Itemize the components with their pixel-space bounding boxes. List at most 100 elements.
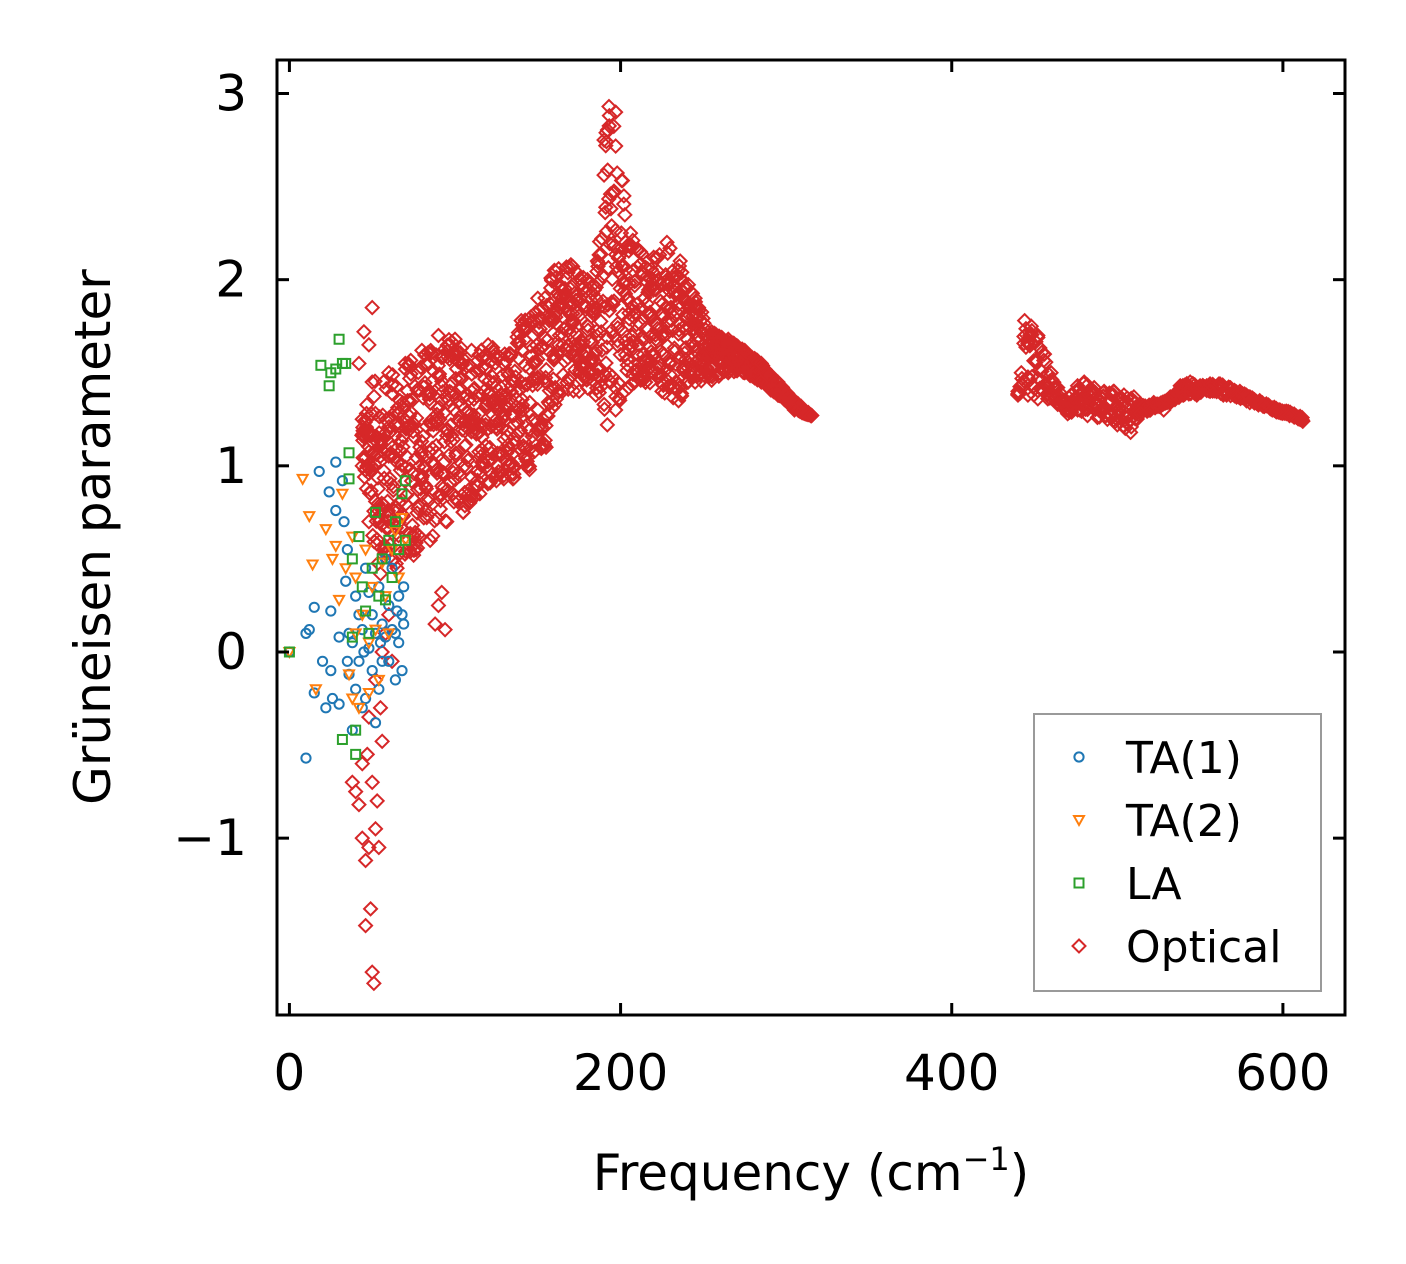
optical-point — [465, 391, 482, 408]
optical-point — [387, 448, 403, 465]
la-point — [366, 562, 378, 574]
optical-point — [1031, 340, 1048, 356]
ta-2--point — [372, 674, 386, 687]
optical-point — [431, 411, 448, 428]
optical-point — [606, 238, 622, 255]
la-point — [379, 594, 391, 606]
la-point — [363, 627, 375, 639]
optical-point — [1241, 389, 1258, 405]
ta-1--point — [396, 665, 408, 677]
optical-point — [1255, 398, 1271, 415]
ta-1--point — [316, 655, 329, 667]
optical-point — [405, 415, 422, 432]
optical-point — [646, 277, 663, 294]
ta-1--point — [358, 646, 370, 658]
x-axis-label: Frequency (cm−1) — [593, 1140, 1030, 1202]
optical-point — [420, 493, 437, 510]
ta-1--point — [369, 627, 382, 639]
optical-point — [488, 472, 505, 489]
optical-point — [538, 417, 554, 434]
optical-point — [786, 402, 803, 418]
optical-point — [670, 392, 687, 409]
optical-point — [413, 342, 430, 359]
optical-point — [677, 339, 694, 356]
la-point — [315, 359, 327, 371]
optical-point — [364, 426, 381, 443]
optical-point — [617, 285, 634, 302]
optical-point — [628, 316, 645, 333]
optical-point — [421, 385, 438, 402]
optical-point — [565, 382, 582, 399]
optical-point — [374, 733, 391, 750]
optical-point — [363, 405, 380, 422]
optical-point — [1086, 379, 1103, 396]
ta-1--point — [325, 605, 337, 617]
optical-point — [627, 272, 644, 289]
optical-point — [579, 271, 596, 288]
optical-point — [1228, 389, 1245, 405]
optical-point — [684, 285, 701, 302]
optical-point — [428, 444, 444, 461]
optical-point — [358, 480, 375, 497]
optical-point — [736, 342, 753, 359]
optical-point — [605, 185, 622, 202]
optical-point — [594, 342, 610, 359]
optical-point — [1019, 387, 1036, 404]
optical-point — [534, 419, 551, 436]
optical-point — [467, 488, 483, 505]
ta-1--point — [374, 637, 387, 649]
data-series-layer — [282, 98, 1311, 992]
optical-point — [1109, 416, 1126, 433]
y-tick-label: 3 — [215, 65, 247, 123]
optical-point — [388, 378, 405, 395]
optical-point — [354, 457, 371, 474]
ta-2--point — [348, 628, 363, 641]
optical-point — [1215, 387, 1232, 404]
optical-point — [412, 359, 429, 376]
optical-point — [398, 448, 415, 464]
optical-point — [384, 366, 401, 383]
optical-point — [769, 387, 786, 404]
optical-point — [509, 415, 526, 431]
optical-point — [1271, 402, 1288, 418]
optical-point — [753, 355, 770, 372]
optical-point — [367, 820, 384, 837]
optical-point — [369, 793, 386, 809]
optical-point — [1089, 409, 1106, 426]
optical-point — [357, 917, 374, 934]
optical-point — [401, 417, 418, 434]
optical-point — [359, 746, 376, 763]
optical-point — [593, 246, 609, 263]
optical-point — [607, 104, 624, 121]
optical-point — [613, 321, 630, 338]
optical-point — [503, 372, 520, 389]
ta-2--point — [309, 684, 323, 697]
x-tick-label: 200 — [573, 1044, 668, 1102]
ta-1--point — [330, 504, 342, 517]
optical-point — [1043, 364, 1060, 381]
optical-point — [588, 279, 605, 296]
optical-point — [608, 258, 625, 275]
optical-point — [470, 406, 487, 422]
legend: TA(1) TA(2) LA Optical — [1033, 713, 1322, 992]
la-point — [323, 380, 335, 392]
y-tick-label: 0 — [215, 623, 247, 681]
optical-point — [529, 351, 546, 368]
legend-label: LA — [1126, 859, 1182, 910]
ta-2--point — [332, 594, 346, 607]
optical-point — [374, 644, 391, 660]
optical-point — [1281, 407, 1298, 424]
optical-point — [362, 900, 379, 917]
optical-point — [430, 327, 447, 344]
ta-2--point — [382, 628, 396, 641]
optical-point — [1231, 383, 1248, 400]
optical-point — [703, 323, 720, 340]
optical-point — [637, 353, 653, 370]
ta-2--point — [295, 473, 310, 486]
la-point — [370, 506, 382, 518]
optical-point — [606, 293, 622, 310]
optical-point — [429, 510, 445, 527]
optical-point — [1212, 376, 1228, 392]
optical-point — [753, 374, 770, 390]
optical-point — [411, 528, 428, 545]
